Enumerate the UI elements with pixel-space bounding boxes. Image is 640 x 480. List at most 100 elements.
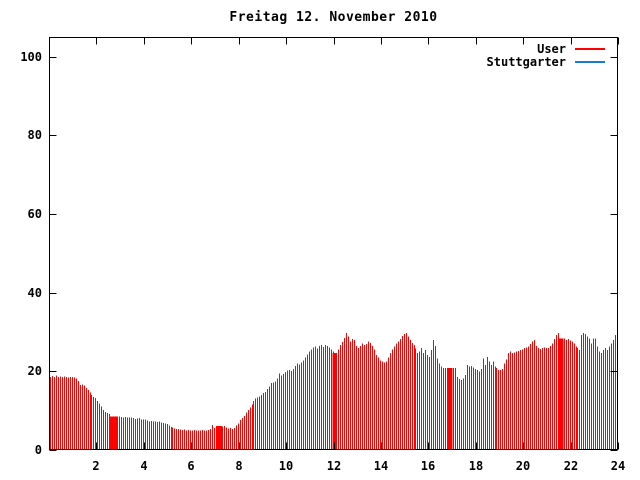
bar <box>323 346 324 450</box>
bar <box>327 346 328 450</box>
bar <box>275 381 276 450</box>
bar <box>342 341 343 450</box>
bar <box>299 364 300 450</box>
bar <box>350 341 351 450</box>
bar <box>435 345 436 450</box>
solid-block <box>558 338 564 450</box>
bar <box>453 368 454 450</box>
bar <box>222 426 223 450</box>
bar <box>68 377 69 450</box>
bar <box>281 375 282 450</box>
bar <box>475 369 476 450</box>
bar <box>536 345 537 450</box>
bar <box>408 336 409 450</box>
bar <box>585 334 586 450</box>
bar <box>495 366 496 450</box>
bar <box>504 363 505 450</box>
x-tick-label: 14 <box>374 459 388 473</box>
bar <box>546 348 547 450</box>
bar <box>301 362 302 450</box>
bar <box>103 409 104 450</box>
bar <box>107 413 108 450</box>
bar <box>167 424 168 450</box>
bar <box>257 397 258 450</box>
y-tick-label: 40 <box>28 286 42 300</box>
bar <box>374 349 375 450</box>
bar <box>400 339 401 450</box>
bar <box>180 429 181 450</box>
bar <box>437 358 438 450</box>
bar <box>423 353 424 450</box>
bar <box>273 382 274 450</box>
bar <box>556 334 557 450</box>
bar <box>356 345 357 450</box>
bar <box>279 373 280 450</box>
bar <box>485 365 486 450</box>
bar <box>244 415 245 450</box>
bar <box>204 430 205 450</box>
bar <box>439 363 440 450</box>
legend-label-user: User <box>537 42 566 56</box>
bar <box>64 376 65 450</box>
bar <box>607 350 608 450</box>
bar <box>224 426 225 450</box>
bar <box>165 423 166 450</box>
bar <box>538 348 539 450</box>
bar <box>570 340 571 450</box>
bar <box>271 383 272 450</box>
y-tick-label: 60 <box>28 207 42 221</box>
bar <box>263 393 264 450</box>
bar <box>248 409 249 450</box>
bar <box>574 343 575 450</box>
bar <box>194 429 195 450</box>
solid-block <box>110 416 118 450</box>
bar <box>568 339 569 450</box>
bar <box>572 341 573 450</box>
bar <box>62 377 63 450</box>
x-tick-label: 2 <box>92 459 99 473</box>
bar <box>86 387 87 450</box>
bar <box>384 362 385 450</box>
bar <box>498 369 499 450</box>
bar <box>459 379 460 450</box>
bar <box>471 365 472 450</box>
bar <box>524 348 525 450</box>
bar <box>552 343 553 450</box>
legend-entry-stuttgarter: Stuttgarter <box>487 56 605 68</box>
chart-title: Freitag 12. November 2010 <box>229 10 438 25</box>
bar <box>88 389 89 450</box>
bar <box>82 384 83 450</box>
bar <box>135 418 136 450</box>
legend-entry-user: User <box>487 43 605 55</box>
bar <box>208 429 209 450</box>
bar <box>198 430 199 450</box>
bar <box>141 419 142 450</box>
bar <box>78 381 79 450</box>
bar <box>601 353 602 450</box>
bar <box>433 339 434 450</box>
bar <box>313 347 314 450</box>
bar <box>348 336 349 450</box>
bar <box>487 356 488 450</box>
x-tick-label: 24 <box>611 459 625 473</box>
y-tick-label: 20 <box>28 364 42 378</box>
bar <box>392 349 393 450</box>
bar <box>489 361 490 450</box>
bar <box>246 412 247 450</box>
bar <box>510 351 511 450</box>
bar <box>76 378 77 450</box>
bar <box>593 338 594 450</box>
bar <box>232 428 233 450</box>
bar <box>554 339 555 450</box>
bar <box>338 349 339 450</box>
bar <box>123 417 124 450</box>
bar <box>366 344 367 450</box>
bar <box>149 421 150 450</box>
bar <box>240 420 241 450</box>
bar <box>479 371 480 450</box>
bar <box>293 369 294 450</box>
bar <box>50 376 51 450</box>
bar <box>402 335 403 450</box>
x-tick-label: 6 <box>187 459 194 473</box>
